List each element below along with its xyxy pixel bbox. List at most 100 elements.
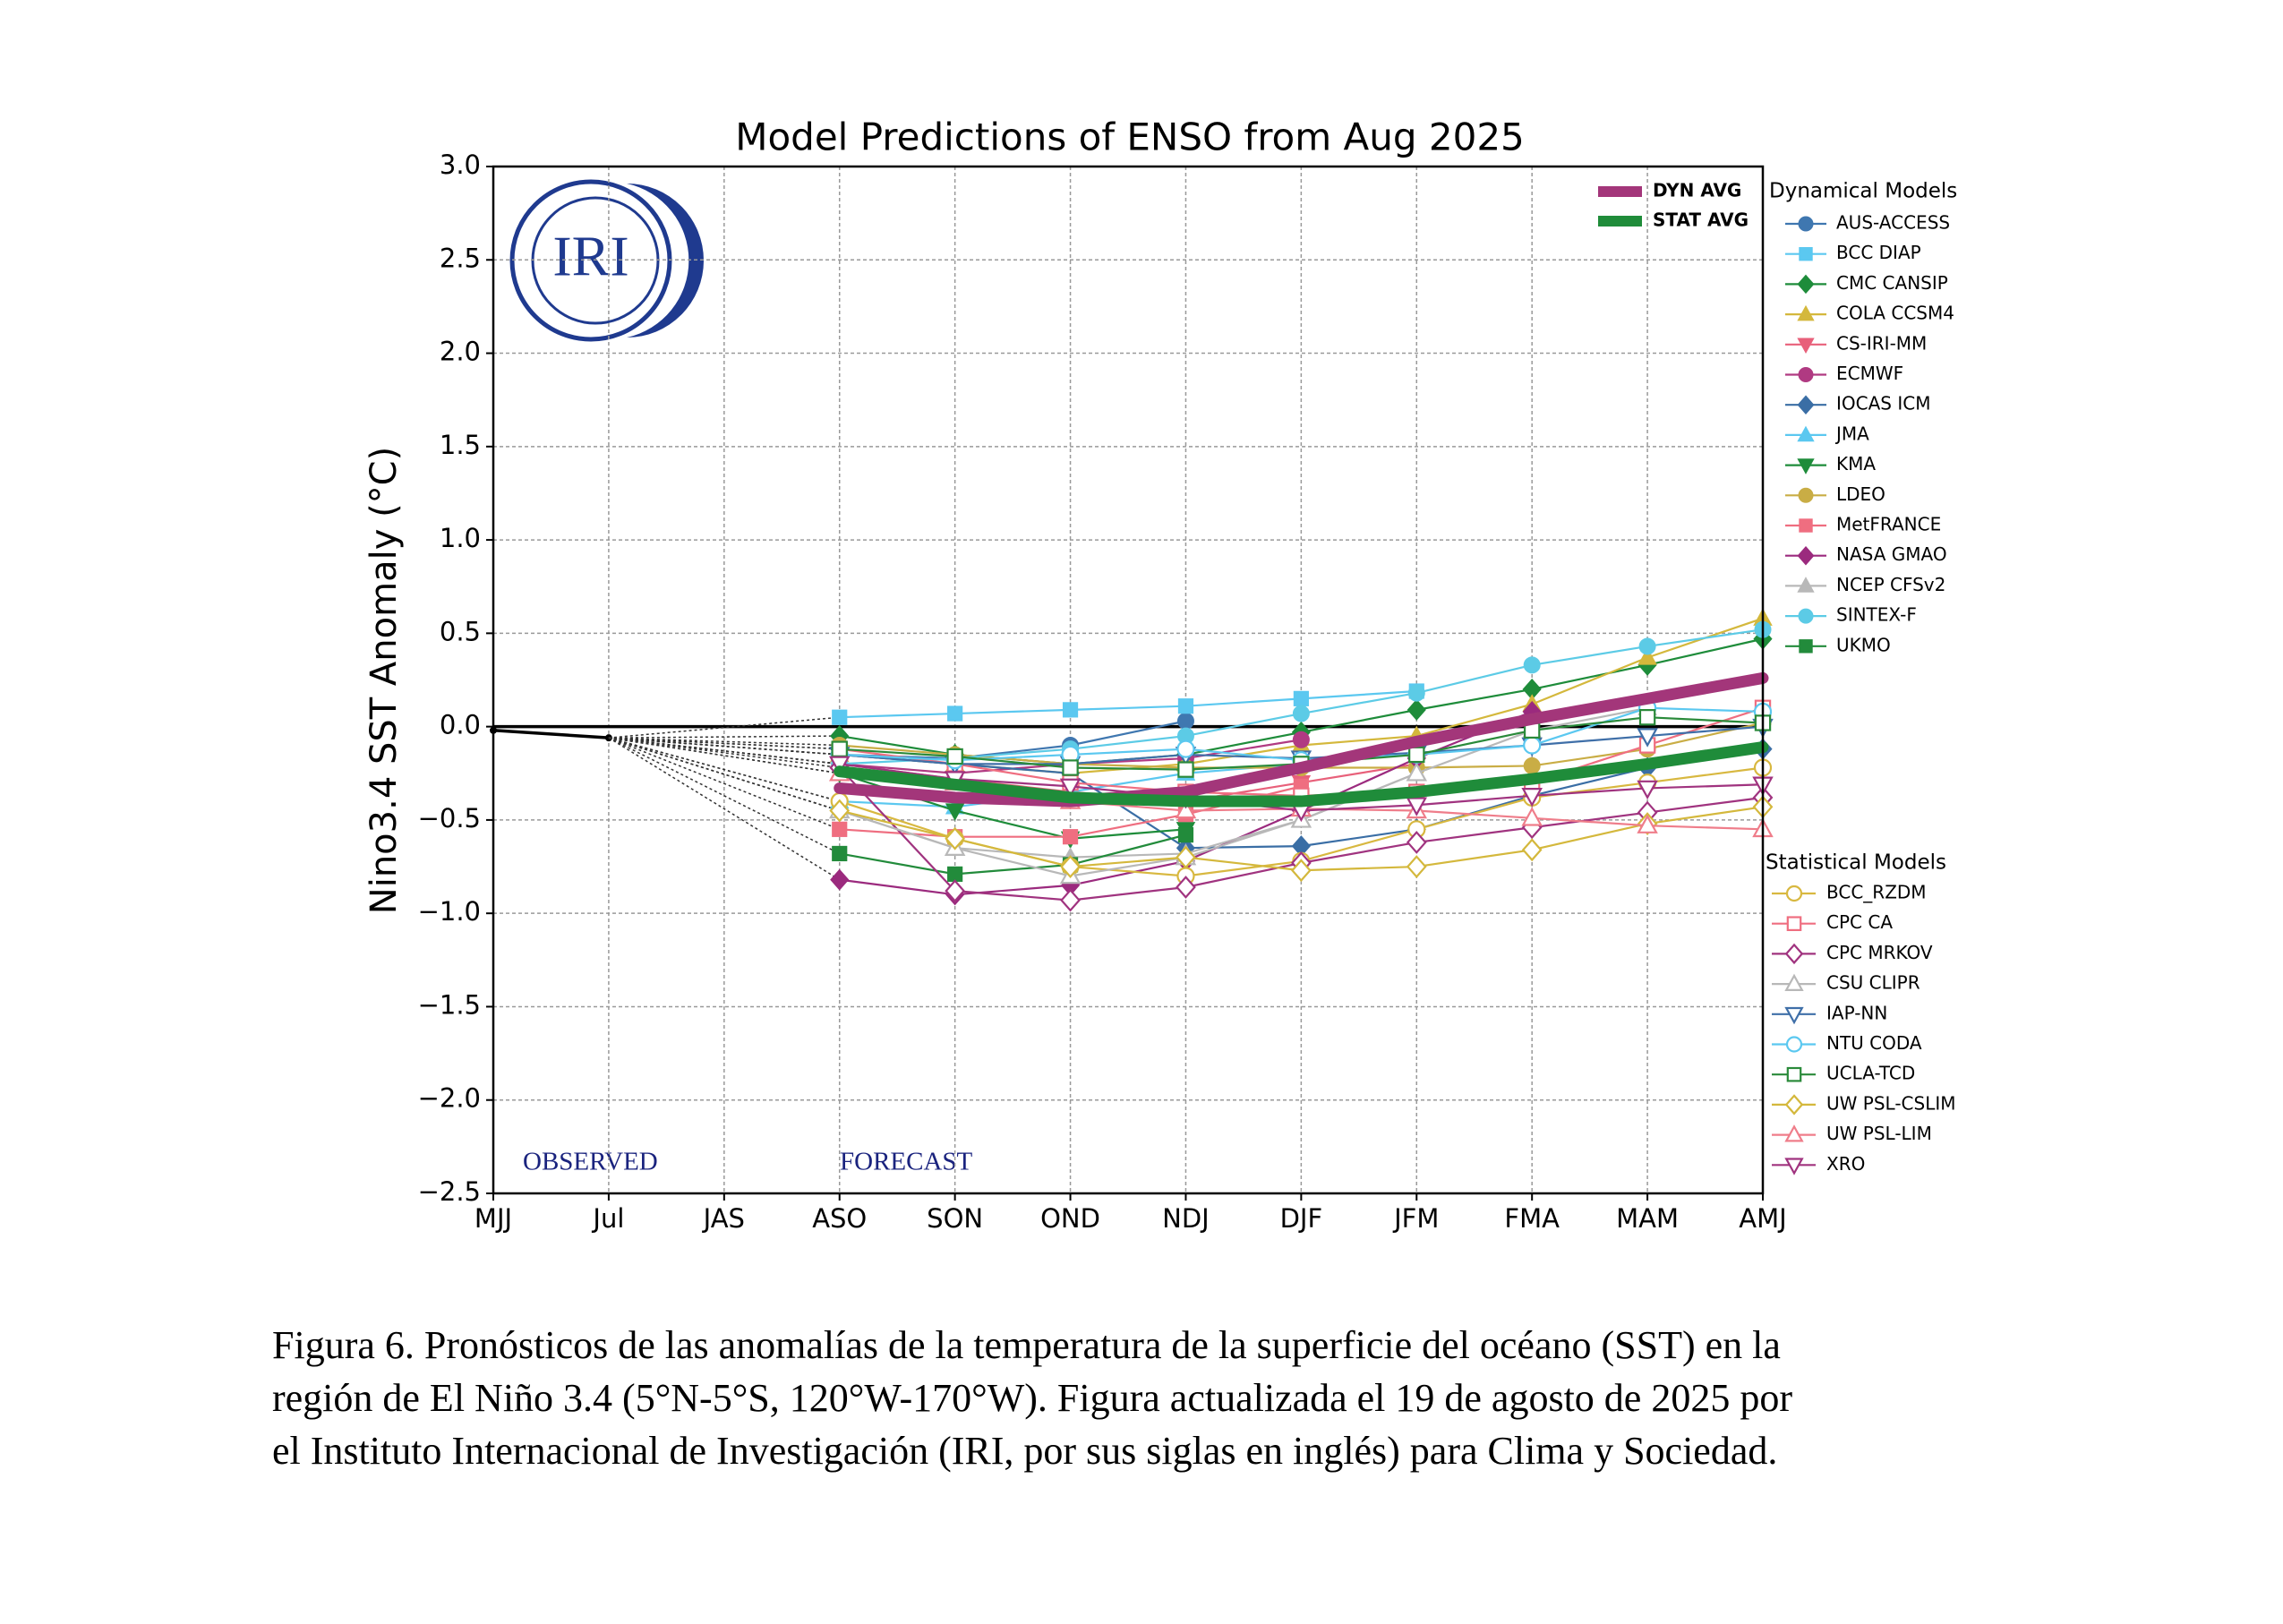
marker [1637,780,1658,800]
connector [608,716,840,739]
marker [1062,759,1079,776]
marker [1785,1036,1803,1053]
legend-label: ECMWF [1836,363,1903,384]
connector [608,735,840,739]
marker [1784,1094,1804,1115]
caption: Figura 6. Pronósticos de las anomalías d… [272,1323,1781,1367]
marker [828,756,851,775]
marker [1177,761,1194,778]
marker [1638,709,1656,726]
model-line [839,706,1648,859]
annotation: FORECAST [840,1148,973,1176]
caption: el Instituto Internacional de Investigac… [272,1429,1777,1473]
marker [1407,698,1426,721]
marker [1797,274,1815,295]
connector [608,737,840,756]
x-tick-label: JFM [1392,1203,1439,1234]
x-tick-label: FMA [1504,1203,1560,1234]
model-line [839,689,1417,719]
marker [1637,728,1658,748]
annotation: OBSERVED [523,1148,658,1176]
connector [608,737,840,774]
x-tick-label: ASO [812,1203,867,1234]
x-tick-label: AMJ [1739,1203,1786,1234]
legend-label: XRO [1826,1153,1865,1175]
logo-text: IRI [552,225,628,288]
marker [1784,943,1804,965]
y-tick-label: −0.5 [418,803,481,833]
x-tick-label: DJF [1280,1203,1323,1234]
marker [832,821,848,837]
marker [1521,838,1543,862]
marker [1177,826,1194,843]
legend-label: CMC CANSIP [1836,272,1948,294]
marker [1406,855,1427,878]
marker [1637,647,1657,665]
legend-label: AUS-ACCESS [1836,212,1950,234]
marker [1406,762,1428,782]
legend-label: KMA [1836,453,1876,474]
legend-label: UW PSL-LIM [1826,1123,1932,1144]
marker [1799,247,1813,261]
marker [1176,876,1196,899]
marker [1060,855,1081,878]
x-tick-label: Jul [591,1203,624,1234]
marker [832,709,848,725]
average-line [834,741,1769,808]
marker [947,705,963,722]
marker [947,866,963,882]
legend-label: IAP-NN [1826,1002,1887,1023]
marker [1060,888,1081,912]
marker [945,803,965,821]
marker [1059,778,1082,799]
legend-label: LDEO [1836,483,1885,505]
marker [1523,736,1542,755]
legend-label: DYN AVG [1653,180,1741,201]
logo: IRI [509,179,704,342]
legend-label: BCC_RZDM [1826,882,1927,903]
legend-label: SINTEX-F [1836,604,1917,626]
marker [1785,885,1803,902]
marker [832,845,848,862]
marker [1797,425,1815,442]
plot-frame [492,165,1765,1195]
x-tick-label: MJJ [475,1203,512,1234]
logo-crescent [627,184,704,338]
y-axis-label: Nino3.4 SST Anomaly (°C) [363,447,405,914]
marker [1175,799,1197,819]
legend-label: NASA GMAO [1836,543,1947,565]
marker [1798,487,1814,503]
marker [1798,216,1814,232]
model-line [839,833,1186,876]
model-line [839,772,1417,877]
x-tick-label: NDJ [1162,1203,1210,1234]
chart-title: Model Predictions of ENSO from Aug 2025 [735,115,1525,159]
legend-title: Statistical Models [1766,851,1946,875]
caption: región de El Niño 3.4 (5°N-5°S, 120°W-17… [272,1376,1792,1420]
marker [945,826,966,850]
marker [1293,690,1309,706]
marker [946,748,963,765]
legend-label: UW PSL-CSLIM [1826,1092,1956,1114]
legend-label: CSU CLIPR [1826,972,1920,994]
marker [1786,916,1802,931]
y-tick-label: 2.0 [440,337,481,367]
marker [1292,731,1310,748]
legend-label: IOCAS ICM [1836,393,1930,415]
marker [831,740,848,757]
legend-label: UKMO [1836,634,1891,655]
y-tick-label: −1.0 [418,896,481,927]
marker [1797,458,1815,474]
marker [1798,608,1814,624]
y-tick-label: 3.0 [440,150,481,180]
marker [945,879,966,903]
legend-label: CPC CA [1826,911,1893,933]
marker [1290,859,1312,883]
marker [1406,831,1427,854]
x-tick-label: SON [927,1203,983,1234]
legend-label: NCEP CFSv2 [1836,574,1945,595]
marker [1797,395,1815,415]
x-tick-label: MAM [1616,1203,1679,1234]
marker [1798,367,1814,382]
legend-label: NTU CODA [1826,1032,1922,1054]
